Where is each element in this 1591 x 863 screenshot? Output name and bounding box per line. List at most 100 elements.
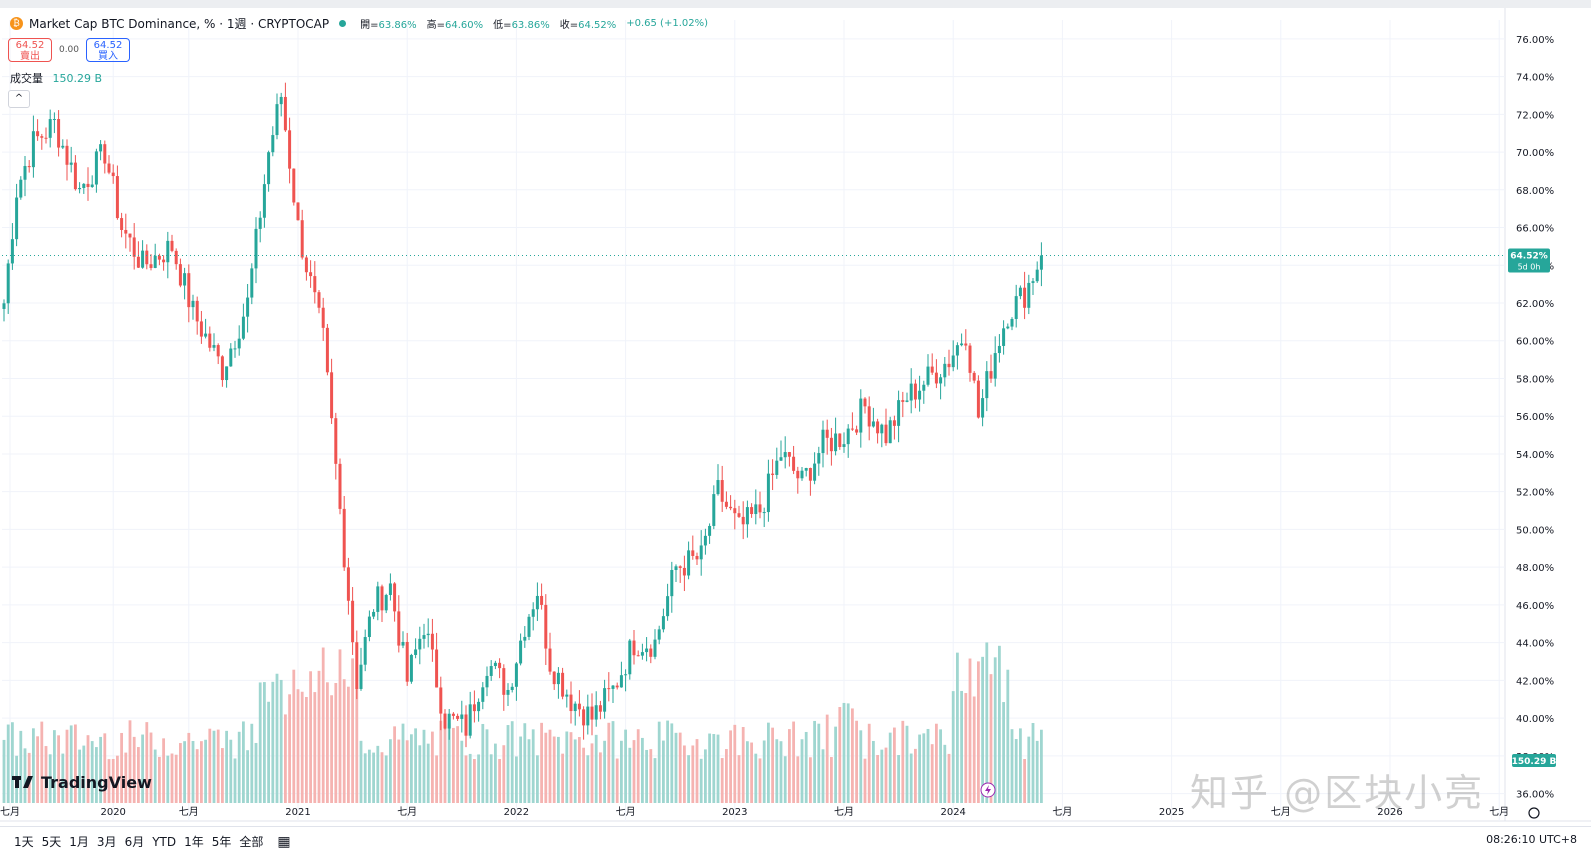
candle-body: [128, 233, 132, 238]
candle-body: [607, 688, 611, 690]
range-1d[interactable]: 1天: [14, 835, 34, 849]
volume-bar: [36, 736, 39, 803]
volume-bar: [195, 749, 199, 803]
candle-body: [334, 418, 338, 464]
candle-body: [745, 507, 749, 525]
sell-button[interactable]: 64.52 賣出: [8, 38, 52, 62]
volume-bar: [670, 723, 674, 803]
range-3m[interactable]: 3月: [96, 835, 117, 849]
range-1m[interactable]: 1月: [69, 835, 89, 849]
volume-bar: [708, 733, 711, 803]
sell-price: 64.52: [15, 40, 45, 51]
y-tick-label: 46.00%: [1516, 601, 1554, 612]
volume-bar: [809, 757, 812, 803]
range-selector: 1天 5天 1月 3月 6月 YTD 1年 5年 全部 ▦: [14, 833, 291, 850]
volume-bar: [767, 722, 770, 803]
volume-bar: [557, 736, 560, 803]
candle-body: [254, 228, 258, 269]
candle-body: [611, 685, 615, 689]
range-1y[interactable]: 1年: [184, 835, 204, 849]
last-price-badge[interactable]: 64.52%5d 0h: [1508, 248, 1550, 273]
volume-bar: [662, 740, 665, 803]
candle-body: [632, 640, 636, 656]
volume-bar: [61, 753, 65, 803]
collapse-legend-button[interactable]: ^: [8, 90, 30, 108]
candle-body: [519, 640, 523, 664]
candle-body: [724, 501, 728, 507]
buy-button[interactable]: 64.52 買入: [86, 38, 130, 62]
symbol-title[interactable]: Market Cap BTC Dominance, % · 1週 · CRYPT…: [29, 16, 330, 31]
volume-bar: [481, 723, 485, 803]
candle-body: [145, 250, 149, 265]
x-tick-label: 七月: [834, 806, 854, 818]
gear-icon[interactable]: [1528, 807, 1540, 819]
top-border: [0, 0, 1591, 8]
candle-body: [766, 473, 770, 513]
candle-body: [787, 452, 791, 457]
volume-legend[interactable]: 成交量 150.29 B: [10, 70, 102, 86]
range-ytd[interactable]: YTD: [152, 834, 177, 849]
ohlc-change: +0.65 (+1.02%): [626, 17, 709, 29]
candle-body: [485, 675, 489, 688]
volume-bar: [578, 737, 581, 803]
volume-bar: [519, 736, 522, 803]
volume-bar: [242, 721, 245, 803]
volume-bar: [641, 737, 644, 803]
volume-bar: [107, 759, 111, 803]
volume-bar: [867, 723, 871, 803]
candle-body: [720, 480, 724, 502]
clock[interactable]: 08:26:10 UTC+8: [1486, 833, 1577, 846]
candle-body: [359, 664, 363, 689]
candle-body: [850, 428, 854, 430]
candle-body: [288, 130, 292, 169]
y-tick-label: 74.00%: [1516, 73, 1554, 84]
candle-body: [678, 566, 682, 568]
volume-bar: [846, 703, 850, 803]
volume-label: 成交量: [10, 72, 43, 85]
volume-bar: [330, 695, 333, 803]
volume-bar: [653, 758, 657, 803]
candle-body: [183, 273, 187, 286]
volume-bar: [57, 735, 60, 803]
volume-bar: [918, 734, 921, 803]
volume-bar: [204, 739, 207, 803]
volume-bar: [300, 691, 304, 803]
candle-body: [993, 353, 997, 379]
range-5y[interactable]: 5年: [211, 835, 232, 849]
volume-bar: [19, 730, 23, 803]
volume-bar: [914, 748, 917, 803]
candle-body: [283, 96, 287, 131]
volume-bar: [410, 734, 413, 803]
candle-body: [657, 629, 661, 640]
tradingview-logo[interactable]: TradingView: [12, 773, 152, 792]
volume-bar: [267, 701, 270, 803]
volume-bar: [909, 753, 913, 803]
candle-body: [867, 406, 871, 427]
volume-bar: [884, 747, 888, 803]
candle-body: [330, 372, 334, 419]
candle-body: [825, 429, 829, 438]
volume-bar: [342, 679, 346, 803]
volume-bar: [405, 740, 409, 803]
x-tick-label: 2021: [285, 807, 310, 818]
range-6m[interactable]: 6月: [124, 835, 145, 849]
candle-body: [636, 655, 640, 657]
candle-body: [951, 355, 955, 368]
candle-body: [136, 256, 140, 268]
candle-body: [540, 595, 544, 605]
volume-bar: [271, 681, 275, 803]
volume-bar: [674, 732, 678, 803]
candle-body: [947, 363, 951, 368]
candle-body: [321, 307, 325, 328]
candle-body: [796, 470, 800, 479]
candle-body: [384, 594, 388, 611]
price-chart[interactable]: 76.00%74.00%72.00%70.00%68.00%66.00%64.0…: [0, 8, 1591, 826]
calendar-icon[interactable]: ▦: [277, 833, 291, 850]
volume-bar: [137, 747, 140, 803]
candle-body: [376, 586, 380, 612]
candle-body: [309, 272, 313, 277]
range-all[interactable]: 全部: [239, 835, 264, 849]
range-5d[interactable]: 5天: [41, 835, 62, 849]
volume-bar: [678, 732, 682, 803]
candle-body: [120, 218, 124, 230]
